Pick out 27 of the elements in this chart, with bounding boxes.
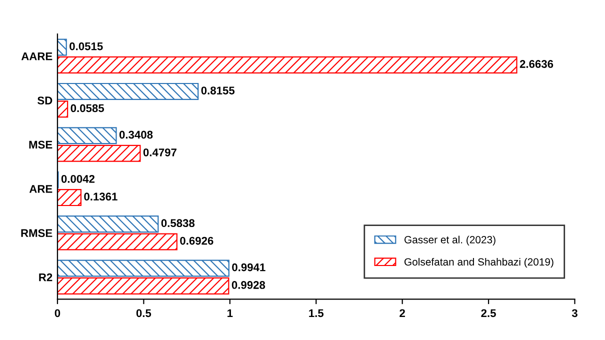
y-tick-label: AARE — [21, 52, 52, 60]
x-tick-label: 1.5 — [309, 309, 324, 318]
data-label: 0.6926 — [180, 236, 214, 245]
y-tick-label: R2 — [39, 273, 52, 282]
data-label: 0.1361 — [84, 192, 118, 201]
x-tick-label: 2 — [400, 309, 405, 317]
x-tick-label: 0.5 — [136, 309, 152, 318]
y-tick-label: MSE — [29, 140, 52, 149]
y-tick-label: ARE — [29, 185, 52, 193]
data-label: 0.0585 — [70, 104, 104, 112]
legend-label: Gasser et al. (2023) — [404, 236, 496, 246]
data-label: 0.8155 — [201, 86, 235, 94]
x-tick-label: 3 — [572, 309, 578, 318]
x-tick-label: 0 — [54, 309, 60, 318]
y-tick-label: SD — [38, 96, 52, 104]
x-tick-label: 2.5 — [481, 309, 496, 318]
y-tick-label: RMSE — [21, 229, 52, 238]
data-label: 0.9941 — [232, 263, 266, 272]
data-label: 0.0042 — [61, 174, 95, 183]
x-tick-label: 1 — [228, 309, 233, 317]
legend-label: Golsefatan and Shahbazi (2019) — [404, 258, 554, 268]
data-label: 2.6636 — [520, 60, 554, 68]
data-label: 0.9928 — [232, 281, 266, 289]
data-label: 0.0515 — [70, 42, 103, 50]
data-label: 0.5838 — [161, 219, 195, 228]
data-label: 0.3408 — [119, 130, 153, 139]
data-label: 0.4797 — [143, 148, 176, 156]
